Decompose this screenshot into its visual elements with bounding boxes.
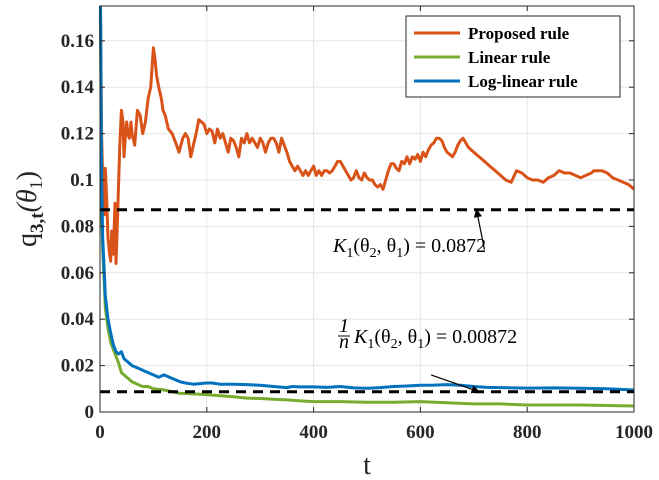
x-axis-label: t: [363, 450, 371, 480]
x-tick-label: 200: [193, 422, 222, 443]
y-tick-label: 0.16: [61, 31, 94, 52]
y-tick-label: 0.12: [61, 124, 94, 145]
legend-label-proposed-rule: Proposed rule: [468, 24, 570, 43]
k1-annotation: K1(θ2, θ1) = 0.0872: [332, 208, 486, 261]
y-tick-label: 0.02: [61, 356, 94, 377]
k1-annotation-text: K1(θ2, θ1) = 0.0872: [332, 235, 486, 261]
y-tick-label: 0.04: [61, 309, 95, 330]
x-tick-label: 1000: [615, 422, 653, 443]
y-tick-label: 0: [85, 402, 95, 423]
y-tick-label: 0.14: [61, 77, 95, 98]
x-tick-label: 800: [513, 422, 542, 443]
y-axis-label-sub: 3,t: [27, 212, 48, 233]
legend: Proposed rule Linear rule Log-linear rul…: [405, 15, 621, 98]
plot-frame: [99, 5, 635, 413]
k1-over-n-annotation: 1 n K1(θ2, θ1) = 0.00872: [338, 315, 517, 394]
series-line-linear-rule: [99, 5, 635, 408]
x-tick-label: 400: [299, 422, 328, 443]
series-line-log-linear-rule: [99, 5, 635, 392]
k1-over-n-annotation-text: K1(θ2, θ1) = 0.00872: [353, 326, 517, 352]
y-axis-label: q3,t(θ1): [12, 171, 48, 247]
x-tick-label: 600: [406, 422, 435, 443]
y-tick-label: 0.06: [61, 263, 94, 284]
legend-label-linear-rule: Linear rule: [468, 48, 551, 67]
y-axis-label-main: q: [12, 233, 43, 247]
k1-annotation-arrow: [473, 208, 486, 250]
fraction-numerator: 1: [339, 315, 349, 337]
fraction-denominator: n: [339, 331, 349, 353]
series-group: [99, 5, 635, 408]
reference-lines: [100, 208, 634, 394]
k1-over-n-annotation-arrow: [430, 374, 480, 394]
x-tick-label: 0: [95, 422, 105, 443]
y-axis-label-close: ): [12, 171, 43, 180]
legend-label-log-linear-rule: Log-linear rule: [468, 72, 578, 91]
y-axis-label-arg: (θ: [12, 189, 43, 212]
y-tick-label: 0.08: [61, 216, 94, 237]
axis-ticks: 0 200 400 600 800 1000 0 0.02 0.04 0.06 0.08 0.1 0.1…: [61, 6, 653, 443]
y-axis-label-arg-sub: 1: [26, 180, 46, 189]
series-line-proposed-rule: [99, 5, 635, 265]
y-tick-label: 0.1: [70, 170, 94, 191]
